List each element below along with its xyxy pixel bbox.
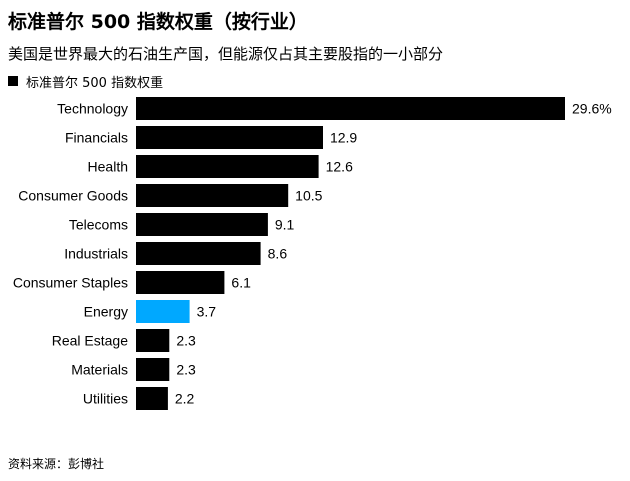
bar-consumer-staples xyxy=(136,271,225,294)
category-label-utilities: Utilities xyxy=(83,391,128,407)
bar-consumer-goods xyxy=(136,184,289,207)
value-label-consumer-staples: 6.1 xyxy=(231,275,251,291)
bar-industrials xyxy=(136,242,261,265)
legend-label: 标准普尔 500 指数权重 xyxy=(26,75,164,91)
category-label-energy: Energy xyxy=(84,304,128,320)
chart-title: 标准普尔 500 指数权重（按行业） xyxy=(8,11,308,33)
legend: 标准普尔 500 指数权重 xyxy=(8,72,164,91)
value-label-industrials: 8.6 xyxy=(268,246,288,262)
bar-real-estage xyxy=(136,329,170,352)
source-note: 资料来源：彭博社 xyxy=(8,457,105,471)
category-label-industrials: Industrials xyxy=(64,246,128,262)
value-label-materials: 2.3 xyxy=(176,362,196,378)
bar-utilities xyxy=(136,387,168,410)
category-label-consumer-goods: Consumer Goods xyxy=(18,188,128,204)
value-label-real-estage: 2.3 xyxy=(176,333,196,349)
value-label-technology: 29.6% xyxy=(572,101,612,117)
bar-technology xyxy=(136,97,565,120)
value-label-energy: 3.7 xyxy=(197,304,217,320)
value-label-financials: 12.9 xyxy=(330,130,357,146)
category-label-telecoms: Telecoms xyxy=(69,217,128,233)
value-label-telecoms: 9.1 xyxy=(275,217,295,233)
bar-financials xyxy=(136,126,323,149)
category-label-financials: Financials xyxy=(65,130,128,146)
bar-energy xyxy=(136,300,190,323)
chart-subtitle: 美国是世界最大的石油生产国，但能源仅占其主要股指的一小部分 xyxy=(8,45,444,63)
category-label-consumer-staples: Consumer Staples xyxy=(13,275,128,291)
bar-health xyxy=(136,155,319,178)
category-label-technology: Technology xyxy=(57,101,128,117)
legend-swatch xyxy=(8,76,18,86)
category-label-health: Health xyxy=(88,159,128,175)
category-label-real-estage: Real Estage xyxy=(52,333,128,349)
category-label-materials: Materials xyxy=(71,362,128,378)
value-label-consumer-goods: 10.5 xyxy=(295,188,322,204)
bar-materials xyxy=(136,358,170,381)
value-label-utilities: 2.2 xyxy=(175,391,195,407)
bar-telecoms xyxy=(136,213,268,236)
value-label-health: 12.6 xyxy=(326,159,353,175)
